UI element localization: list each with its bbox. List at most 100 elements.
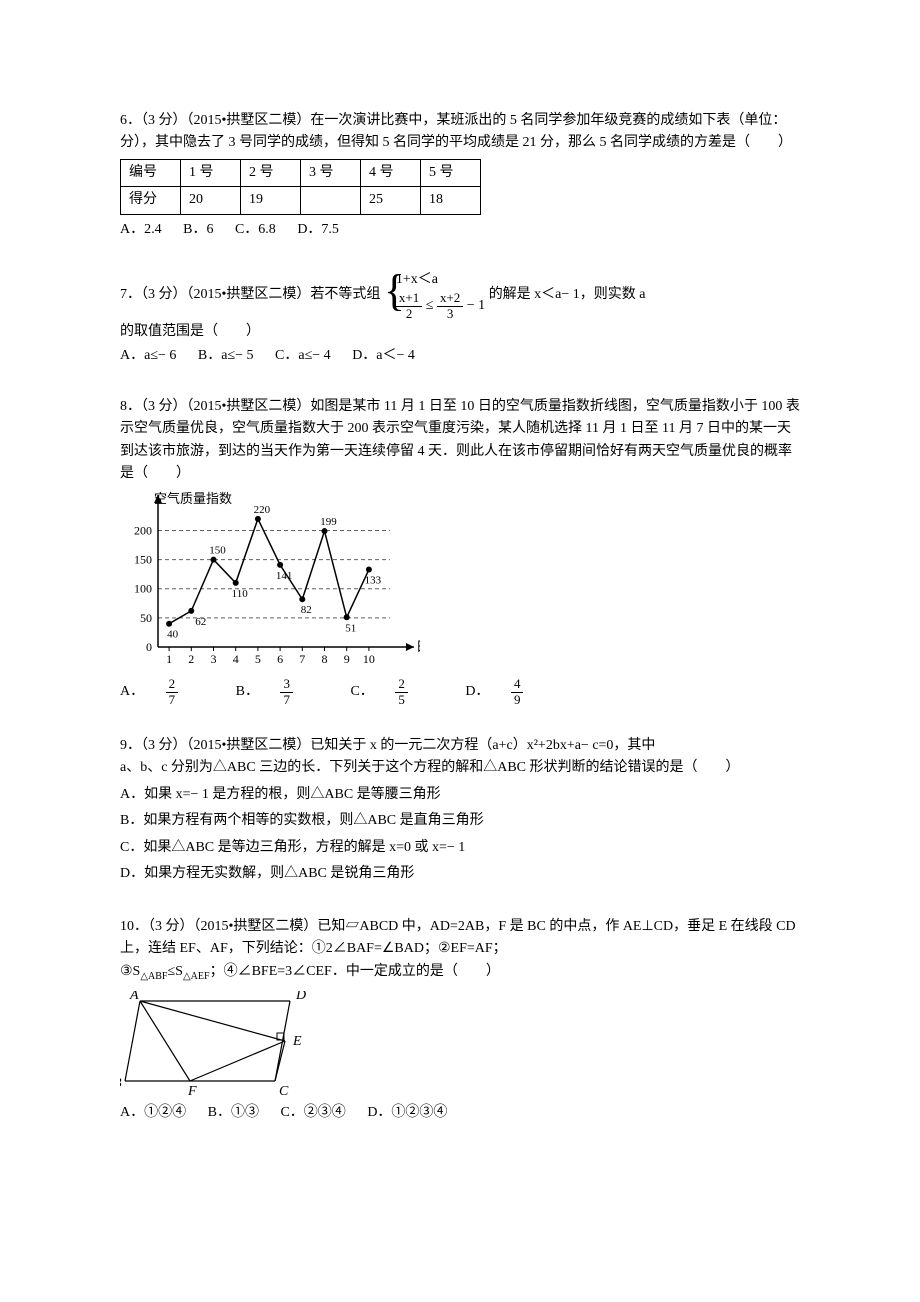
option-b: B．a≤− 5 (198, 348, 254, 363)
cell: 18 (421, 187, 481, 214)
svg-text:40: 40 (167, 629, 179, 641)
svg-text:C: C (279, 1084, 289, 1096)
svg-text:199: 199 (320, 516, 337, 528)
cell: 编号 (121, 159, 181, 186)
svg-text:0: 0 (146, 640, 152, 654)
option-c: C． 2 5 (350, 684, 447, 699)
q6-stem: 6．（3 分）（2015•拱墅区二模）在一次演讲比赛中，某班派出的 5 名同学参… (120, 110, 800, 155)
brace-icon: { (384, 269, 405, 321)
svg-text:150: 150 (134, 553, 152, 567)
option-b: B．6 (183, 222, 213, 237)
svg-text:220: 220 (254, 504, 271, 516)
svg-text:133: 133 (365, 575, 382, 587)
q7-pre: 7．（3 分）（2015•拱墅区二模）若不等式组 (120, 287, 380, 302)
option-a: A．如果 x=− 1 是方程的根，则△ABC 是等腰三角形 (120, 782, 800, 809)
svg-text:A: A (129, 991, 139, 1003)
svg-text:10: 10 (363, 652, 375, 666)
fraction: x+2 3 (437, 291, 463, 321)
question-7: 7．（3 分）（2015•拱墅区二模）若不等式组 { 1+x＜a x+1 2 ≤… (120, 269, 800, 368)
option-d: D．如果方程无实数解，则△ABC 是锐角三角形 (120, 861, 800, 888)
option-d: D．①②③④ (367, 1105, 447, 1120)
q9-options: A．如果 x=− 1 是方程的根，则△ABC 是等腰三角形 B．如果方程有两个相… (120, 782, 800, 888)
svg-text:51: 51 (345, 623, 356, 635)
question-9: 9．（3 分）（2015•拱墅区二模）已知关于 x 的一元二次方程（a+c）x²… (120, 735, 800, 888)
fraction: 4 9 (511, 677, 542, 707)
q10-options: A．①②④ B．①③ C．②③④ D．①②③④ (120, 1102, 800, 1124)
option-a: A．2.4 (120, 222, 162, 237)
table-row: 编号 1 号 2 号 3 号 4 号 5 号 (121, 159, 481, 186)
q6-options: A．2.4 B．6 C．6.8 D．7.5 (120, 219, 800, 241)
svg-text:62: 62 (195, 616, 206, 628)
svg-text:空气质量指数: 空气质量指数 (154, 491, 232, 506)
cell: 得分 (121, 187, 181, 214)
q7-options: A．a≤− 6 B．a≤− 5 C．a≤− 4 D．a＜− 4 (120, 345, 800, 367)
option-b: B．①③ (208, 1105, 259, 1120)
svg-text:82: 82 (301, 605, 312, 617)
q7-post: 的解是 x＜a− 1，则实数 a (489, 287, 646, 302)
question-6: 6．（3 分）（2015•拱墅区二模）在一次演讲比赛中，某班派出的 5 名同学参… (120, 110, 800, 241)
cell: 20 (181, 187, 241, 214)
sys-row-2: x+1 2 ≤ x+2 3 − 1 (396, 291, 485, 321)
svg-text:B: B (120, 1076, 122, 1091)
table-row: 得分 20 19 25 18 (121, 187, 481, 214)
svg-text:200: 200 (134, 524, 152, 538)
option-d: D．7.5 (297, 222, 339, 237)
option-c: C．②③④ (280, 1105, 345, 1120)
svg-text:100: 100 (134, 582, 152, 596)
option-b: B．如果方程有两个相等的实数根，则△ABC 是直角三角形 (120, 808, 800, 835)
svg-text:110: 110 (232, 588, 249, 600)
svg-text:4: 4 (233, 652, 239, 666)
svg-text:9: 9 (344, 652, 350, 666)
sys-row-1: 1+x＜a (396, 269, 485, 291)
fraction: 3 7 (280, 677, 311, 707)
fraction: 2 5 (395, 677, 426, 707)
cell (301, 187, 361, 214)
q7-stem-line2: 的取值范围是（ ） (120, 321, 800, 343)
q6-table: 编号 1 号 2 号 3 号 4 号 5 号 得分 20 19 25 18 (120, 159, 481, 215)
svg-text:50: 50 (140, 611, 152, 625)
question-8: 8．（3 分）（2015•拱墅区二模）如图是某市 11 月 1 日至 10 日的… (120, 396, 800, 707)
svg-text:5: 5 (255, 652, 261, 666)
option-d: D．a＜− 4 (352, 348, 415, 363)
fraction: 2 7 (166, 677, 197, 707)
q8-options: A． 2 7 B． 3 7 C． 2 5 D． 4 9 (120, 677, 800, 707)
svg-text:D: D (295, 991, 306, 1003)
option-b: B． 3 7 (236, 684, 333, 699)
svg-text:E: E (292, 1034, 302, 1049)
svg-text:6: 6 (277, 652, 283, 666)
q8-stem: 8．（3 分）（2015•拱墅区二模）如图是某市 11 月 1 日至 10 日的… (120, 396, 800, 486)
svg-text:150: 150 (209, 545, 226, 557)
option-c: C．如果△ABC 是等边三角形，方程的解是 x=0 或 x=− 1 (120, 835, 800, 862)
q9-stem2: a、b、c 分别为△ABC 三边的长．下列关于这个方程的解和△ABC 形状判断的… (120, 757, 800, 779)
cell: 19 (241, 187, 301, 214)
svg-text:日期: 日期 (416, 639, 420, 654)
inequality-system: { 1+x＜a x+1 2 ≤ x+2 3 − 1 (384, 269, 485, 321)
svg-text:141: 141 (276, 570, 293, 582)
leq: ≤ (426, 298, 434, 313)
tail: − 1 (467, 298, 485, 313)
q8-line-chart: 50 100 150 200 01 2 3 4 5 6 7 8 9 10 40 62 150 110 220 141 8… (120, 491, 420, 671)
svg-text:1: 1 (166, 652, 172, 666)
cell: 1 号 (181, 159, 241, 186)
option-c: C．6.8 (235, 222, 276, 237)
option-a: A．a≤− 6 (120, 348, 176, 363)
cell: 5 号 (421, 159, 481, 186)
svg-text:3: 3 (211, 652, 217, 666)
option-d: D． 4 9 (465, 684, 559, 699)
q10-parallelogram-diagram: A B C D E F (120, 991, 320, 1096)
cell: 2 号 (241, 159, 301, 186)
q10-stem1: 10．（3 分）（2015•拱墅区二模）已知▱ABCD 中，AD=2AB，F 是… (120, 916, 800, 961)
option-a: A．①②④ (120, 1105, 186, 1120)
option-c: C．a≤− 4 (275, 348, 331, 363)
cell: 25 (361, 187, 421, 214)
cell: 3 号 (301, 159, 361, 186)
option-a: A． 2 7 (120, 684, 218, 699)
svg-text:8: 8 (322, 652, 328, 666)
svg-text:2: 2 (188, 652, 194, 666)
cell: 4 号 (361, 159, 421, 186)
q9-stem1: 9．（3 分）（2015•拱墅区二模）已知关于 x 的一元二次方程（a+c）x²… (120, 735, 800, 757)
svg-text:F: F (187, 1084, 197, 1096)
svg-text:7: 7 (299, 652, 305, 666)
question-10: 10．（3 分）（2015•拱墅区二模）已知▱ABCD 中，AD=2AB，F 是… (120, 916, 800, 1124)
q7-stem: 7．（3 分）（2015•拱墅区二模）若不等式组 { 1+x＜a x+1 2 ≤… (120, 269, 800, 321)
